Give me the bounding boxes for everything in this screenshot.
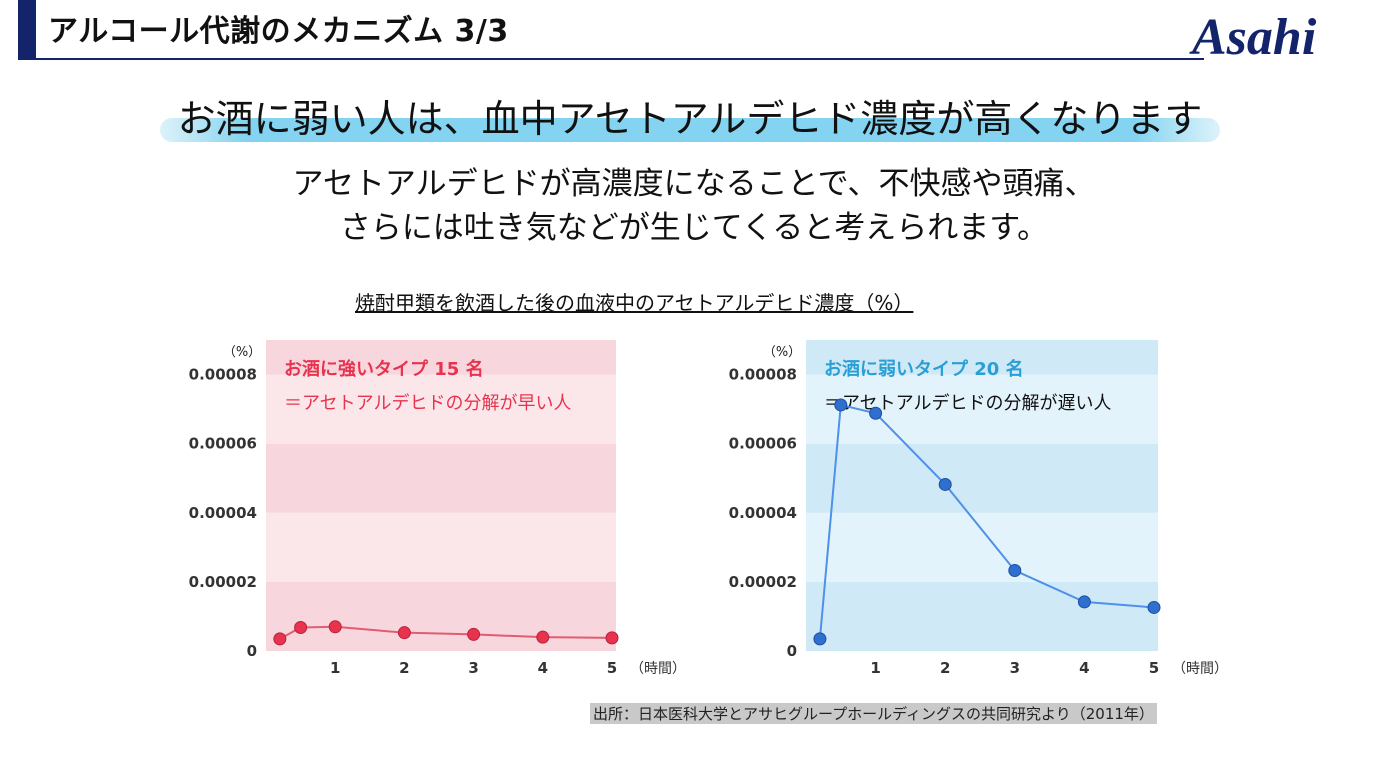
data-point (834, 398, 848, 412)
page-title: アルコール代謝のメカニズム 3/3 (48, 14, 509, 49)
header-accent-bar (18, 0, 36, 60)
data-point (273, 632, 287, 646)
data-point (938, 477, 952, 491)
chart-title: お酒に強いタイプ 15 名 (284, 358, 484, 380)
plot-band (266, 374, 616, 444)
plot-band (266, 581, 616, 651)
data-point (869, 406, 883, 420)
y-tick-label: 0.00004 (189, 504, 257, 522)
plot-band (806, 443, 1158, 513)
y-tick-label: 0.00004 (729, 504, 797, 522)
x-tick-label: 5 (1149, 659, 1159, 677)
data-point (536, 630, 550, 644)
subtext-line-1: アセトアルデヒドが高濃度になることで、不快感や頭痛、 (292, 166, 1096, 202)
y-tick-label: 0 (787, 642, 797, 660)
data-point (1008, 563, 1022, 577)
chart-weak-type: （%） 0 0.00002 0.00004 0.00006 0.00008 1 2 3 4 5 （時間… (729, 340, 1228, 677)
headline: お酒に弱い人は、血中アセトアルデヒド濃度が高くなります (177, 97, 1203, 141)
source-note: 出所：日本医科大学とアサヒグループホールディングスの共同研究より（2011年） (590, 703, 1157, 724)
plot-band (806, 581, 1158, 651)
x-tick-label: 3 (1010, 659, 1020, 677)
plot-band (806, 374, 1158, 444)
headline-highlight (160, 118, 1220, 142)
data-point (328, 620, 342, 634)
plot-band (266, 443, 616, 513)
chart-subtitle: ＝アセトアルデヒドの分解が遅い人 (824, 393, 1111, 414)
asahi-logo: Asahi (1189, 9, 1317, 64)
y-axis-unit: （%） (223, 345, 261, 360)
x-tick-label: 5 (607, 659, 617, 677)
chart-caption: 焼酎甲類を飲酒した後の血液中のアセトアルデヒド濃度（%） (355, 291, 914, 315)
y-tick-label: 0.00002 (729, 573, 797, 591)
x-tick-label: 3 (468, 659, 478, 677)
plot-band (266, 512, 616, 582)
plot-band (266, 340, 616, 375)
x-axis-unit: （時間） (630, 661, 680, 677)
y-tick-label: 0 (247, 642, 257, 660)
y-tick-label: 0.00006 (189, 435, 257, 453)
chart-title: お酒に弱いタイプ 20 名 (824, 358, 1024, 380)
plot-band (806, 512, 1158, 582)
y-axis-unit: （%） (763, 345, 801, 360)
data-point (294, 621, 308, 635)
header-divider (18, 58, 1204, 60)
x-tick-label: 4 (1079, 659, 1089, 677)
x-tick-label: 4 (538, 659, 548, 677)
plot-band (806, 340, 1158, 375)
y-tick-label: 0.00008 (729, 366, 797, 384)
data-point (467, 627, 481, 641)
data-point (605, 631, 619, 645)
y-tick-label: 0.00008 (189, 366, 257, 384)
x-tick-label: 2 (940, 659, 950, 677)
chart-subtitle: ＝アセトアルデヒドの分解が早い人 (284, 393, 571, 414)
subtext-line-2: さらには吐き気などが生じてくると考えられます。 (339, 210, 1049, 246)
x-tick-label: 2 (399, 659, 409, 677)
x-axis-unit: （時間） (1172, 661, 1228, 677)
headline-block: お酒に弱い人は、血中アセトアルデヒド濃度が高くなります (160, 88, 1220, 148)
data-point (1077, 595, 1091, 609)
y-tick-label: 0.00006 (729, 435, 797, 453)
logo-text: Asahi (1189, 9, 1317, 64)
data-point (397, 626, 411, 640)
data-point (1147, 600, 1161, 614)
y-tick-label: 0.00002 (189, 573, 257, 591)
chart-strong-type: （%） 0 0.00002 0.00004 0.00006 0.00008 1 2 3 4 5 （時間… (189, 340, 680, 677)
data-point (813, 632, 827, 646)
x-tick-label: 1 (330, 659, 340, 677)
x-tick-label: 1 (870, 659, 880, 677)
